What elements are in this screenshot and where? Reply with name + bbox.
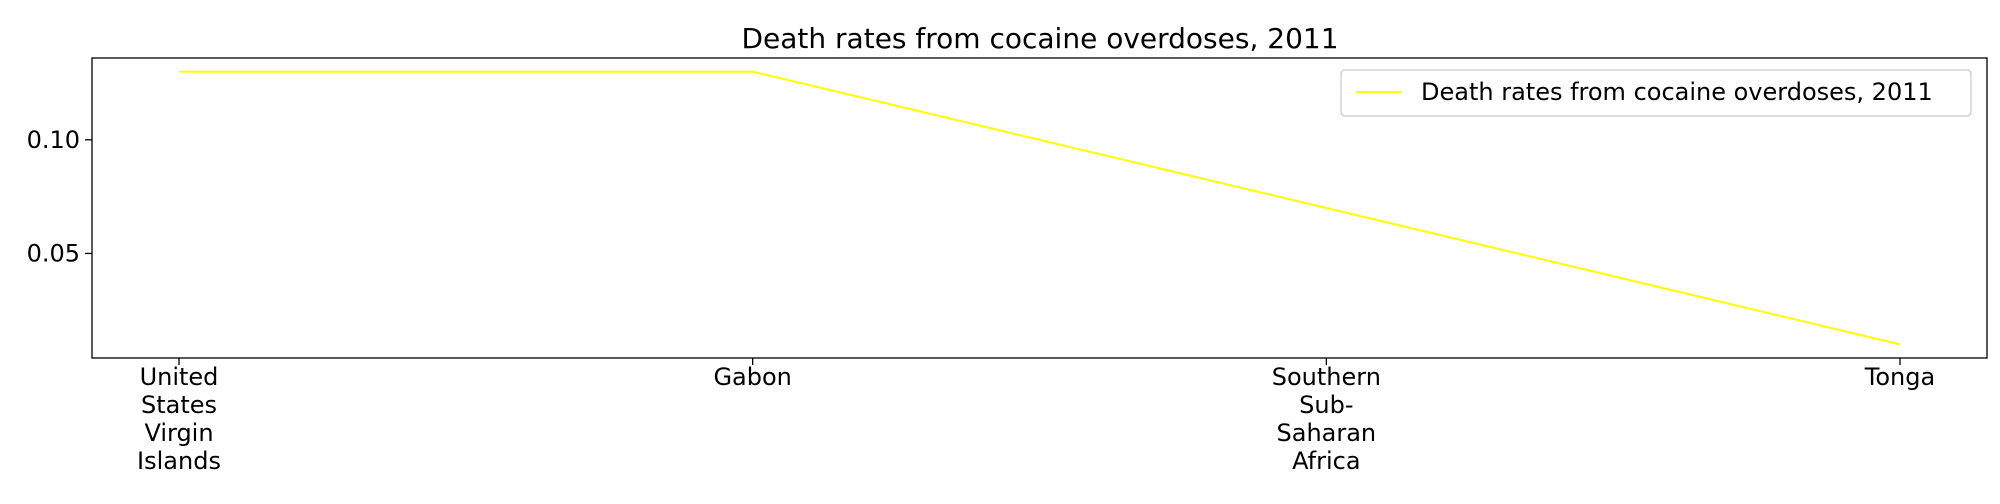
plot-area-frame bbox=[91, 57, 1988, 359]
x-tick-label-line: Gabon bbox=[713, 363, 791, 391]
series-layer bbox=[179, 70, 1901, 346]
x-tick-label: United States Virgin Islands bbox=[137, 363, 221, 475]
x-tick-label-line: Islands bbox=[137, 447, 221, 475]
x-tick-label-line: Saharan bbox=[1277, 419, 1377, 447]
legend-label: Death rates from cocaine overdoses, 2011 bbox=[1421, 78, 1933, 106]
x-tick-label-line: Sub- bbox=[1299, 391, 1353, 419]
y-tick-label: 0.05 bbox=[27, 239, 80, 267]
x-tick-label-line: Africa bbox=[1292, 447, 1360, 475]
x-tick-label: Southern Sub-Saharan Africa bbox=[1272, 363, 1381, 475]
x-axis-ticks: United States Virgin Islands Gabon Southern Su… bbox=[137, 358, 1935, 475]
y-tick-label: 0.10 bbox=[27, 126, 80, 154]
x-tick-label-line: Southern bbox=[1272, 363, 1381, 391]
legend-box bbox=[1340, 69, 1972, 117]
legend: Death rates from cocaine overdoses, 2011 bbox=[1340, 69, 1972, 117]
x-tick-label-line: United bbox=[140, 363, 219, 391]
series-line bbox=[179, 70, 1901, 346]
x-tick-label-line: States bbox=[141, 391, 217, 419]
x-tick-label: Tonga bbox=[1864, 363, 1935, 391]
x-tick-label: Gabon bbox=[713, 363, 791, 391]
chart-title: Death rates from cocaine overdoses, 2011 bbox=[741, 22, 1338, 55]
y-axis-ticks: 0.05 0.10 bbox=[27, 126, 92, 267]
x-tick-label-line: Tonga bbox=[1864, 363, 1935, 391]
x-tick-label-line: Virgin bbox=[144, 419, 213, 447]
